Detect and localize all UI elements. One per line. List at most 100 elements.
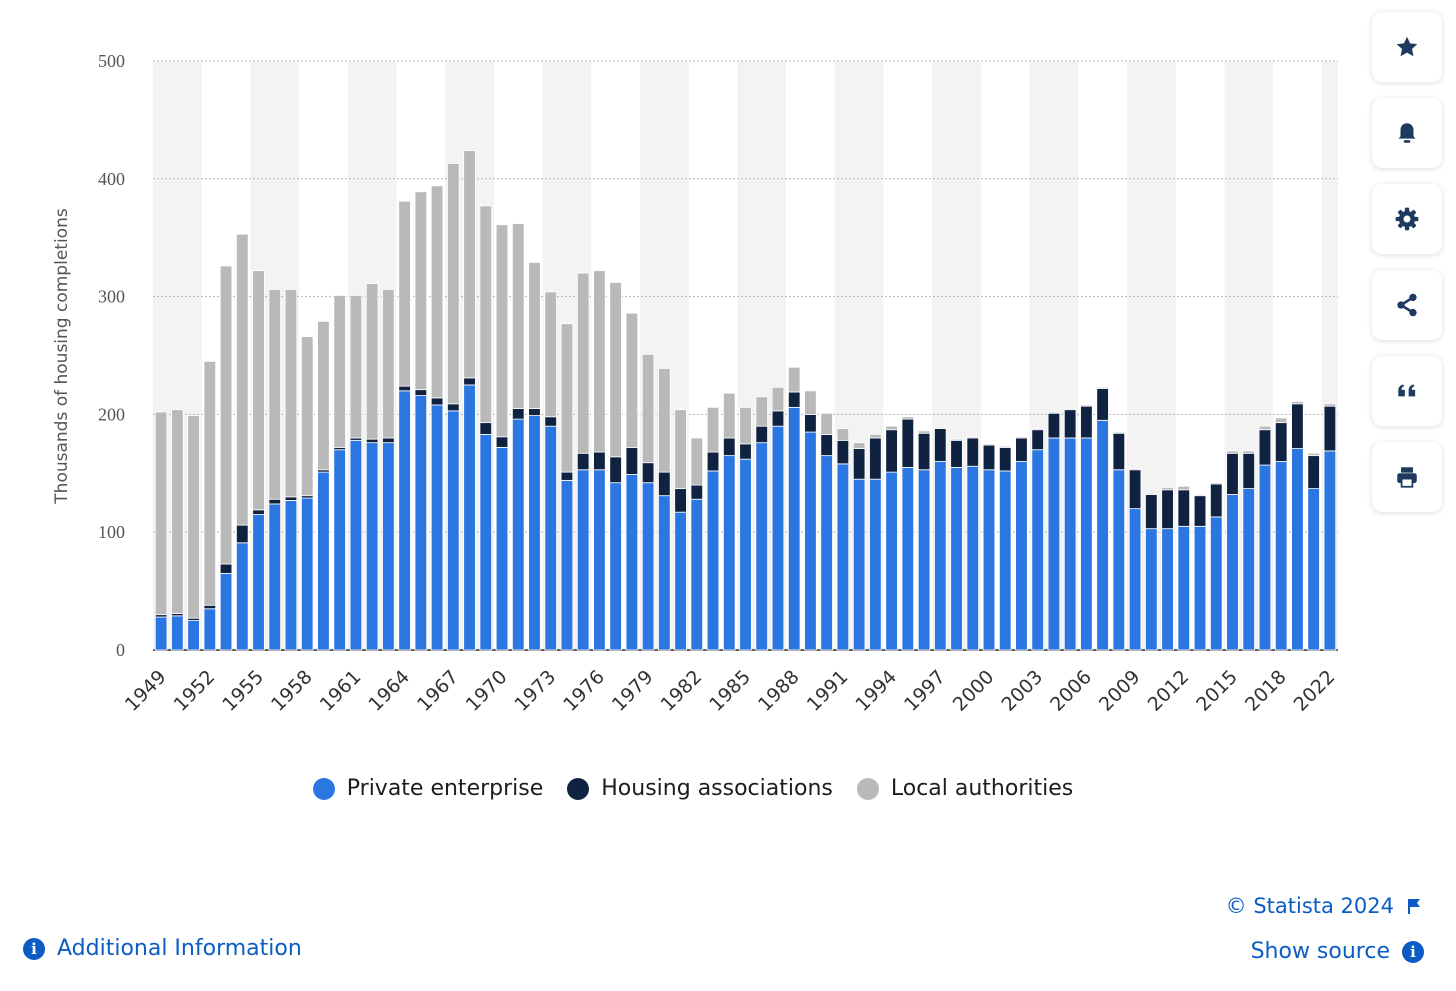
bar-local-authorities-1954[interactable] [236,233,249,526]
bar-housing-associations-1952[interactable] [203,604,217,610]
bar-housing-associations-1953[interactable] [219,563,233,574]
bar-local-authorities-1983[interactable] [706,406,720,453]
settings-button[interactable] [1372,184,1442,254]
bar-housing-associations-1965[interactable] [414,389,428,396]
bar-private-1963[interactable] [382,442,395,651]
bar-local-authorities-1971[interactable] [511,223,525,409]
bar-private-1994[interactable] [885,471,898,651]
bar-private-1957[interactable] [284,499,298,651]
bar-local-authorities-1981[interactable] [674,409,687,490]
bar-housing-associations-1986[interactable] [755,425,768,444]
bar-local-authorities-1969[interactable] [479,205,493,424]
bar-local-authorities-1993[interactable] [869,434,882,439]
bar-housing-associations-1973[interactable] [544,416,557,427]
bar-local-authorities-1979[interactable] [641,353,655,464]
bar-housing-associations-1955[interactable] [252,509,265,515]
bar-local-authorities-2014[interactable] [1210,482,1223,485]
bar-private-2012[interactable] [1177,525,1191,651]
bar-local-authorities-1956[interactable] [268,289,281,500]
bar-private-1988[interactable] [787,406,801,651]
bar-local-authorities-1966[interactable] [430,185,444,399]
bar-private-1985[interactable] [739,458,752,651]
bar-local-authorities-1984[interactable] [723,392,736,439]
bar-housing-associations-1988[interactable] [787,391,801,408]
bar-private-1959[interactable] [317,471,330,651]
bar-private-1979[interactable] [641,482,655,651]
favorite-button[interactable] [1372,12,1442,82]
bar-housing-associations-1989[interactable] [804,413,817,433]
bar-private-1955[interactable] [252,514,265,651]
bar-housing-associations-1991[interactable] [836,439,850,465]
bar-local-authorities-1972[interactable] [528,262,541,409]
bar-housing-associations-1966[interactable] [430,397,444,406]
bar-local-authorities-2007[interactable] [1096,386,1109,389]
bar-local-authorities-2018[interactable] [1274,417,1288,424]
bar-housing-associations-2022[interactable] [1323,405,1337,452]
bar-private-1973[interactable] [544,425,557,651]
bar-private-1971[interactable] [511,418,525,651]
legend-item-private-enterprise[interactable]: Private enterprise [312,776,543,801]
bar-local-authorities-1977[interactable] [609,282,622,458]
bar-private-2001[interactable] [998,470,1012,651]
bar-private-1980[interactable] [658,495,671,651]
bar-private-1991[interactable] [836,463,850,651]
bar-housing-associations-1963[interactable] [382,437,395,444]
bar-local-authorities-1980[interactable] [658,368,671,473]
bar-local-authorities-2002[interactable] [1015,436,1028,439]
bar-local-authorities-1953[interactable] [219,265,233,565]
bar-local-authorities-1968[interactable] [463,150,476,379]
legend-item-local-authorities[interactable]: Local authorities [856,776,1073,801]
bar-housing-associations-2003[interactable] [1031,429,1044,451]
bar-housing-associations-1956[interactable] [268,498,281,505]
show-source-link[interactable]: Show source i [1251,939,1424,964]
bar-private-2019[interactable] [1291,448,1304,651]
bar-housing-associations-2018[interactable] [1274,422,1288,462]
bar-private-2018[interactable] [1274,461,1288,651]
bar-housing-associations-2017[interactable] [1258,429,1272,466]
bar-local-authorities-2017[interactable] [1258,425,1272,431]
bar-housing-associations-1979[interactable] [641,462,655,484]
bar-private-1976[interactable] [593,469,606,651]
bar-private-1987[interactable] [771,425,785,651]
bar-local-authorities-1986[interactable] [755,396,768,427]
bar-private-1954[interactable] [236,542,249,651]
bar-local-authorities-1990[interactable] [820,412,833,435]
bar-private-2020[interactable] [1307,488,1320,651]
bar-housing-associations-1992[interactable] [852,448,866,480]
bar-local-authorities-2009[interactable] [1128,468,1142,471]
bar-local-authorities-1951[interactable] [187,415,200,619]
bar-private-1996[interactable] [917,469,931,651]
bar-private-2010[interactable] [1145,528,1158,651]
bar-private-1966[interactable] [430,404,444,651]
bar-housing-associations-1997[interactable] [934,428,947,462]
bar-housing-associations-1984[interactable] [723,437,736,457]
bar-private-2009[interactable] [1128,508,1142,651]
bar-housing-associations-1969[interactable] [479,422,493,435]
bar-private-2002[interactable] [1015,461,1028,651]
bar-private-1956[interactable] [268,503,281,651]
bar-private-2004[interactable] [1047,437,1061,651]
bar-housing-associations-1982[interactable] [690,484,704,500]
bar-private-2003[interactable] [1031,449,1044,651]
bar-local-authorities-1976[interactable] [593,270,606,453]
bar-housing-associations-2000[interactable] [982,444,996,471]
bar-private-2022[interactable] [1323,450,1337,651]
bar-private-1968[interactable] [463,384,476,651]
bar-private-2007[interactable] [1096,419,1109,651]
bar-housing-associations-2010[interactable] [1145,494,1158,530]
bar-housing-associations-2006[interactable] [1080,405,1093,439]
bar-private-1984[interactable] [723,455,736,651]
bar-local-authorities-1987[interactable] [771,386,785,412]
bar-housing-associations-2014[interactable] [1210,483,1223,518]
bar-local-authorities-1995[interactable] [901,416,915,420]
bar-local-authorities-1992[interactable] [852,442,866,449]
bar-local-authorities-2020[interactable] [1307,452,1320,457]
bar-local-authorities-1975[interactable] [576,272,590,454]
bar-housing-associations-1954[interactable] [236,524,249,544]
bar-local-authorities-1955[interactable] [252,270,265,511]
bar-local-authorities-1964[interactable] [398,200,411,387]
bar-private-2013[interactable] [1193,525,1207,651]
bar-local-authorities-1978[interactable] [625,312,639,448]
bar-private-2015[interactable] [1226,494,1239,651]
bar-private-1978[interactable] [625,474,639,651]
